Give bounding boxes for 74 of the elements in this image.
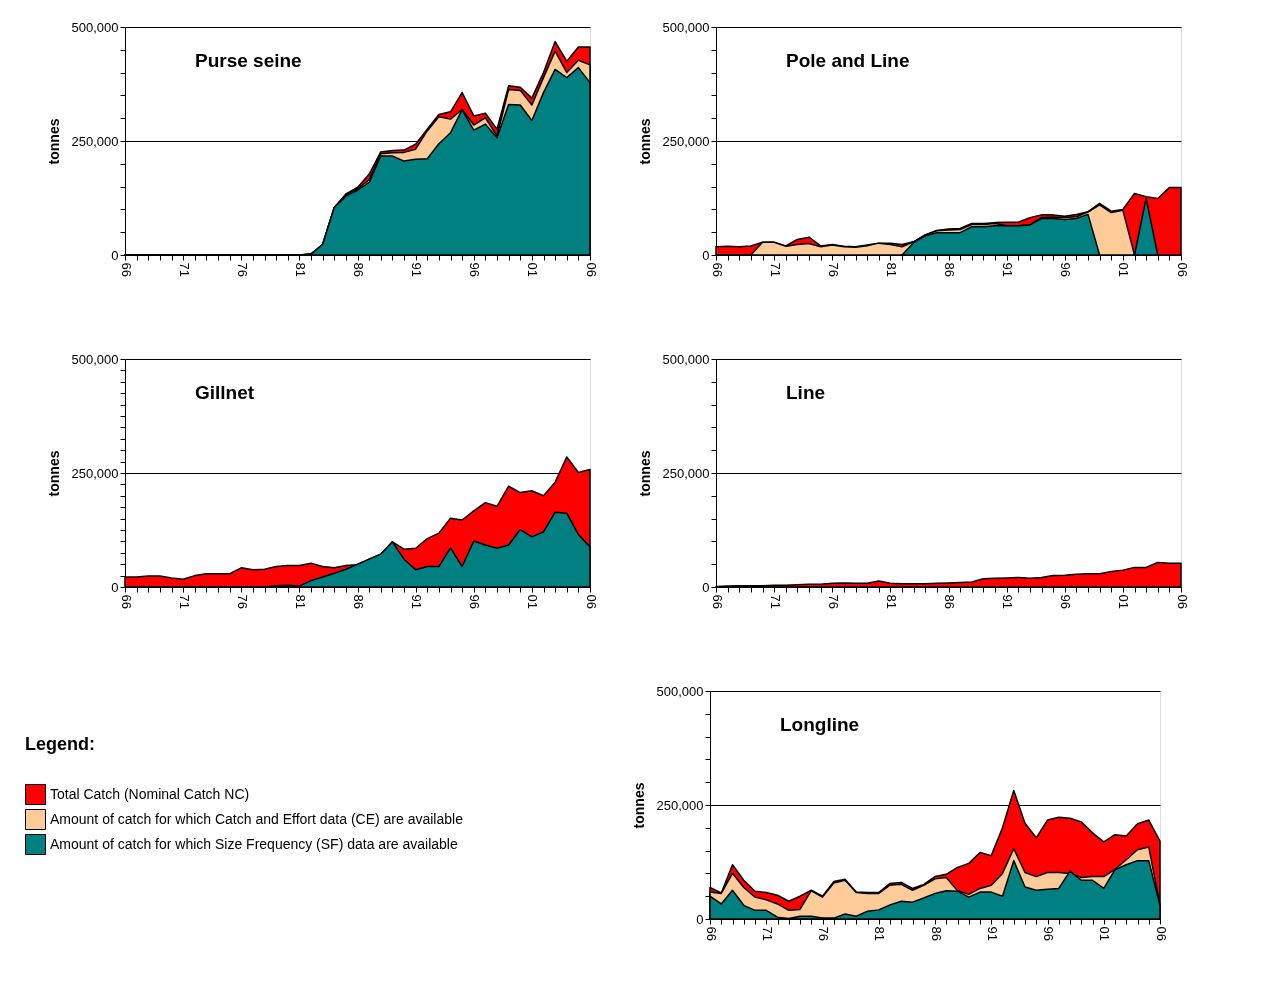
x-tick-label: 96: [1041, 926, 1056, 941]
x-tick-label: 96: [1058, 594, 1074, 609]
x-tick-label: 81: [292, 262, 308, 277]
y-tick-label: 0: [696, 911, 704, 927]
x-tick-label: 86: [351, 262, 366, 277]
y-tick-label: 250,000: [662, 465, 710, 481]
x-tick-label: 81: [883, 262, 899, 277]
x-tick-label: 06: [1153, 926, 1169, 941]
y-axis-title: tonnes: [636, 118, 653, 165]
text: Line: [786, 382, 826, 403]
text: Pole and Line: [786, 50, 910, 71]
y-tick-label: 0: [702, 247, 710, 263]
x-tick-label: 01: [1116, 262, 1132, 277]
y-tick-label: 500,000: [71, 351, 119, 367]
x-tick-label: 71: [176, 594, 192, 609]
x-tick-label: 66: [709, 594, 725, 609]
x-tick-label: 81: [292, 594, 308, 609]
y-axis-title: tonnes: [636, 450, 653, 497]
x-tick-label: 01: [525, 262, 541, 277]
x-tick-label: 71: [176, 262, 192, 277]
x-tick-label: 81: [883, 594, 899, 609]
x-tick-label: 91: [409, 594, 425, 609]
y-tick-label: 0: [111, 579, 119, 595]
x-tick-label: 86: [351, 594, 366, 609]
legend-title: Legend:: [25, 734, 95, 754]
x-tick-label: 86: [942, 262, 957, 277]
x-tick-label: 71: [759, 926, 775, 941]
x-tick-label: 86: [942, 594, 957, 609]
y-axis-title: tonnes: [45, 450, 62, 497]
x-tick-label: 06: [583, 594, 599, 609]
x-tick-label: 01: [1116, 594, 1132, 609]
y-tick-label: 250,000: [656, 797, 704, 813]
x-tick-label: 76: [234, 594, 250, 609]
x-tick-label: 66: [703, 926, 719, 941]
x-tick-label: 81: [872, 926, 888, 941]
y-tick-label: 250,000: [71, 133, 119, 149]
x-tick-label: 76: [825, 262, 841, 277]
x-tick-label: 76: [816, 926, 831, 941]
y-tick-label: 500,000: [656, 683, 704, 699]
x-tick-label: 91: [1000, 262, 1016, 277]
x-tick-label: 06: [1174, 262, 1190, 277]
x-tick-label: 96: [467, 262, 483, 277]
legend-label: Amount of catch for which Size Frequency (SF) data are available: [50, 835, 458, 852]
x-tick-label: 66: [709, 262, 725, 277]
y-tick-label: 250,000: [71, 465, 119, 481]
x-tick-label: 76: [234, 262, 250, 277]
x-tick-label: 06: [1174, 594, 1190, 609]
y-tick-label: 0: [702, 579, 710, 595]
y-axis-title: tonnes: [630, 782, 647, 829]
x-tick-label: 66: [118, 594, 134, 609]
x-tick-label: 71: [767, 594, 783, 609]
text: Gillnet: [195, 382, 255, 403]
x-tick-label: 06: [583, 262, 599, 277]
y-tick-label: 500,000: [71, 19, 119, 35]
legend-label: Total Catch (Nominal Catch NC): [50, 785, 250, 802]
text: Purse seine: [195, 50, 302, 71]
x-tick-label: 91: [1000, 594, 1016, 609]
x-tick-label: 76: [825, 594, 841, 609]
x-tick-label: 01: [1097, 926, 1113, 941]
legend-label: Amount of catch for which Catch and Effort data (CE) are available: [50, 810, 464, 827]
x-tick-label: 01: [525, 594, 541, 609]
x-tick-label: 96: [467, 594, 483, 609]
x-tick-label: 71: [767, 262, 783, 277]
y-tick-label: 250,000: [662, 133, 710, 149]
y-axis-title: tonnes: [45, 118, 62, 165]
x-tick-label: 91: [409, 262, 425, 277]
y-tick-label: 500,000: [662, 19, 710, 35]
x-tick-label: 96: [1058, 262, 1074, 277]
text: Longline: [780, 714, 860, 735]
x-tick-label: 66: [118, 262, 134, 277]
y-tick-label: 500,000: [662, 351, 710, 367]
x-tick-label: 86: [928, 926, 944, 941]
x-tick-label: 91: [984, 926, 1000, 941]
y-tick-label: 0: [111, 247, 119, 263]
